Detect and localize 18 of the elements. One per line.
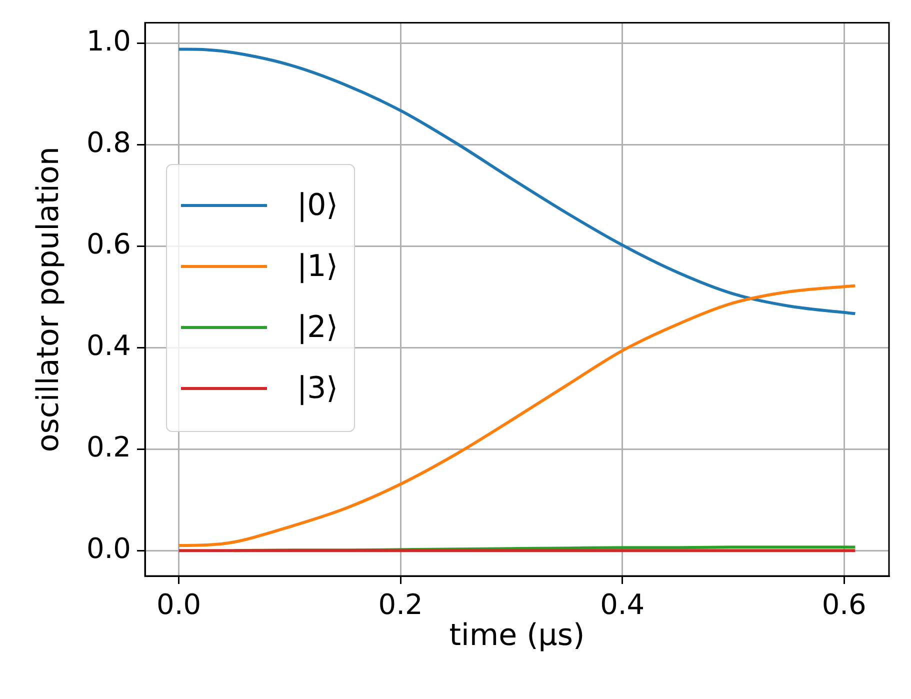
x-axis-title: time (μs) — [449, 618, 585, 653]
x-tick-label: 0.0 — [156, 588, 202, 622]
x-tick-label: 0.4 — [600, 588, 645, 622]
y-tick-label: 0.8 — [86, 126, 131, 159]
legend-label: |2⟩ — [297, 310, 338, 345]
y-axis-title: oscillator population — [30, 146, 66, 452]
y-tick-label: 1.0 — [86, 24, 131, 58]
legend-label: |1⟩ — [297, 249, 338, 284]
y-tick-label: 0.6 — [86, 227, 131, 260]
x-tick-label: 0.6 — [822, 588, 866, 622]
line-series — [177, 48, 857, 316]
line-series — [177, 284, 857, 548]
legend-label: |0⟩ — [297, 188, 338, 223]
y-tick-label: 0.0 — [86, 532, 131, 565]
y-tick-label: 0.2 — [86, 430, 131, 464]
y-tick-label: 0.4 — [86, 328, 131, 362]
legend-label: |3⟩ — [297, 371, 338, 406]
x-tick-label: 0.2 — [378, 588, 423, 622]
